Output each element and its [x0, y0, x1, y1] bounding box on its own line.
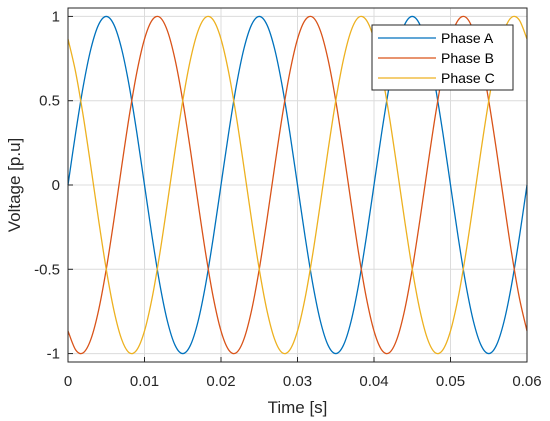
x-axis-label: Time [s]: [268, 398, 328, 417]
y-tick-label: -1: [47, 346, 60, 363]
x-tick-label: 0.04: [359, 373, 388, 390]
y-axis-label: Voltage [p.u]: [5, 138, 24, 233]
legend: Phase A Phase B Phase C: [371, 24, 514, 91]
x-tick-label: 0.01: [130, 373, 159, 390]
legend-label: Phase A: [441, 30, 494, 46]
axis-ticks: 0 0.01 0.02 0.03 0.04 0.05 0.06 -1 -0.5 0 0.5 1: [34, 8, 541, 390]
x-tick-label: 0: [64, 373, 72, 390]
x-tick-label: 0.02: [206, 373, 235, 390]
y-tick-label: -0.5: [34, 261, 60, 278]
series-line-1: [67, 15, 528, 355]
legend-label: Phase C: [441, 70, 495, 86]
x-tick-label: 0.05: [436, 373, 465, 390]
y-tick-label: 0: [52, 177, 60, 194]
x-tick-label: 0.06: [512, 373, 541, 390]
y-tick-label: 0.5: [39, 93, 60, 110]
x-tick-label: 0.03: [283, 373, 312, 390]
y-tick-label: 1: [52, 8, 60, 25]
legend-label: Phase B: [441, 50, 494, 66]
series-line-3: [67, 15, 528, 355]
